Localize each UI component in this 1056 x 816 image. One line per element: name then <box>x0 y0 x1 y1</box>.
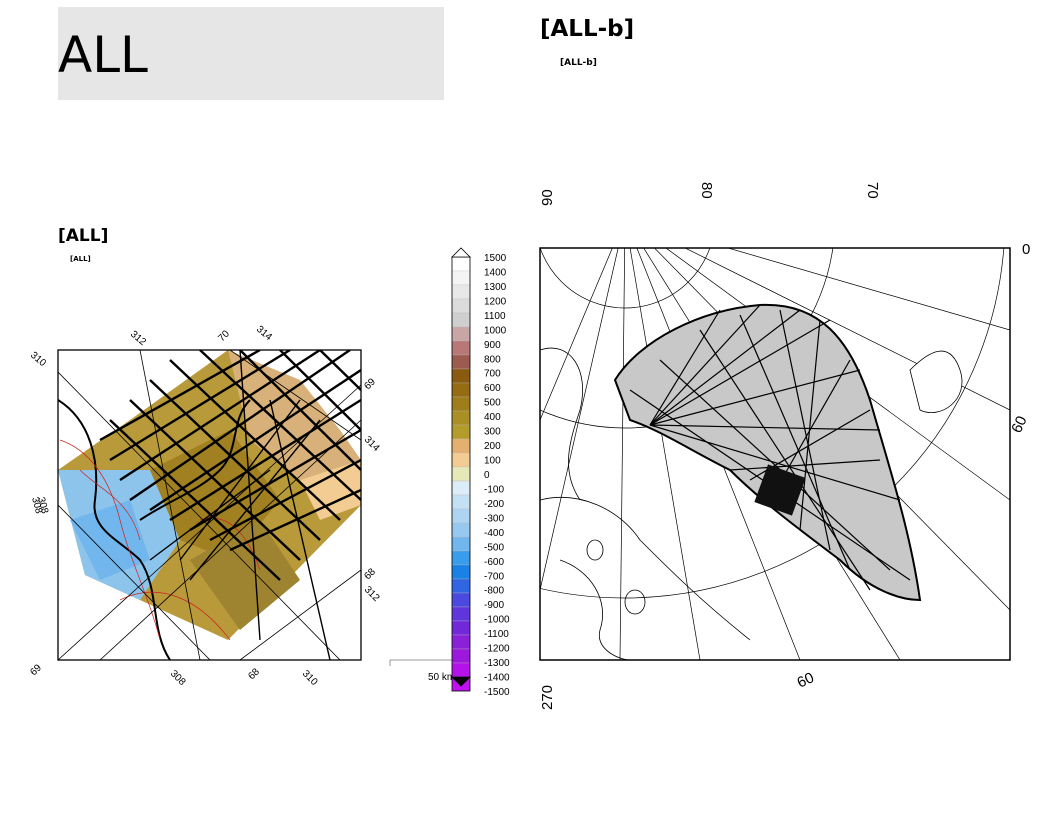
colorbar-tick-label: -1100 <box>484 629 509 640</box>
colorbar-swatch <box>451 382 471 398</box>
colorbar: 1500140013001200110010009008007006005004… <box>451 247 510 695</box>
colorbar-swatch <box>451 620 471 636</box>
colorbar-tick-label: -800 <box>484 586 504 597</box>
lat-label: 68 <box>246 666 262 682</box>
colorbar-tick-label: 100 <box>484 456 501 467</box>
left-map-frame <box>57 349 362 661</box>
graticule-label: 0 <box>1022 241 1030 258</box>
colorbar-swatch <box>451 550 471 566</box>
colorbar-swatch <box>451 452 471 468</box>
colorbar-tick-label: 300 <box>484 427 501 438</box>
colorbar-swatch <box>451 326 471 342</box>
right-panel-subtitle: [ALL-b] <box>560 58 597 68</box>
colorbar-swatch <box>451 522 471 538</box>
right-panel-title: [ALL-b] <box>540 16 635 42</box>
colorbar-swatch <box>451 648 471 664</box>
page-title: ALL <box>58 26 148 84</box>
left-map: 312 314 310 308 308 308 310 312 314 70 6… <box>28 324 460 688</box>
colorbar-swatch <box>451 354 471 370</box>
colorbar-swatch <box>451 256 471 272</box>
colorbar-swatch <box>451 424 471 440</box>
lat-label: 68 <box>362 566 378 582</box>
colorbar-swatch <box>451 536 471 552</box>
colorbar-swatch <box>451 438 471 454</box>
colorbar-tick-label: -300 <box>484 513 504 524</box>
graticule-label: 60 <box>1008 413 1030 435</box>
colorbar-tick-label: -1400 <box>484 673 510 684</box>
colorbar-max-arrow <box>451 247 471 258</box>
colorbar-tick-label: -600 <box>484 557 504 568</box>
colorbar-tick-label: 700 <box>484 369 501 380</box>
left-panel-title: [ALL] <box>58 226 109 246</box>
iceland-coastline <box>909 350 963 413</box>
colorbar-tick-label: -1200 <box>484 644 510 655</box>
colorbar-swatch <box>451 298 471 314</box>
colorbar-swatch <box>451 578 471 594</box>
colorbar-swatch <box>451 270 471 286</box>
colorbar-tick-label: 1300 <box>484 282 507 293</box>
colorbar-tick-label: 1200 <box>484 296 507 307</box>
colorbar-tick-label: 0 <box>484 470 490 481</box>
lon-label: 312 <box>362 584 382 604</box>
colorbar-tick-label: -1300 <box>484 658 510 669</box>
colorbar-swatch <box>451 592 471 608</box>
colorbar-swatch <box>451 368 471 384</box>
lon-label: 314 <box>254 324 274 343</box>
graticule-label: 70 <box>864 182 881 199</box>
colorbar-tick-label: 1400 <box>484 267 507 278</box>
colorbar-tick-label: 400 <box>484 412 501 423</box>
colorbar-swatch <box>451 466 471 482</box>
graticule-label: 90 <box>539 189 556 206</box>
colorbar-swatch <box>451 312 471 328</box>
colorbar-tick-label: -400 <box>484 528 504 539</box>
colorbar-swatch <box>451 284 471 300</box>
colorbar-tick-label: -1000 <box>484 615 510 626</box>
colorbar-swatch <box>451 606 471 622</box>
colorbar-tick-label: 1100 <box>484 311 506 322</box>
lon-label: 308 <box>35 496 50 515</box>
colorbar-tick-label: -700 <box>484 571 504 582</box>
colorbar-tick-label: 800 <box>484 354 501 365</box>
colorbar-tick-label: 1000 <box>484 325 507 336</box>
colorbar-tick-label: -900 <box>484 600 504 611</box>
left-panel-subtitle: [ALL] <box>70 255 91 263</box>
left-map-surface <box>58 350 361 660</box>
colorbar-swatch <box>451 410 471 426</box>
graticule-label: 60 <box>795 669 817 691</box>
colorbar-tick-label: 200 <box>484 441 501 452</box>
colorbar-tick-label: 600 <box>484 383 501 394</box>
colorbar-swatch <box>451 662 471 678</box>
graticule-label: 80 <box>698 182 715 199</box>
lon-label: 312 <box>128 329 148 348</box>
colorbar-tick-label: -100 <box>484 484 504 495</box>
colorbar-swatch <box>451 340 471 356</box>
lon-label: 310 <box>300 668 320 688</box>
colorbar-tick-label: 900 <box>484 340 501 351</box>
colorbar-swatch <box>451 396 471 412</box>
lat-label: 69 <box>28 662 44 678</box>
colorbar-tick-label: -200 <box>484 499 504 510</box>
colorbar-swatch <box>451 564 471 580</box>
colorbar-tick-label: 1500 <box>484 253 507 264</box>
dense-survey-block <box>754 464 806 516</box>
scale-label: 50 km <box>428 672 455 683</box>
lon-label: 308 <box>29 496 44 515</box>
lon-label: 308 <box>168 668 188 688</box>
right-map: 90 80 70 0 60 270 60 <box>539 182 1031 710</box>
colorbar-swatch <box>451 508 471 524</box>
lon-label: 310 <box>28 350 48 369</box>
colorbar-swatch <box>451 494 471 510</box>
colorbar-tick-label: -1500 <box>484 687 510 695</box>
lat-label: 69 <box>362 376 378 392</box>
title-panel <box>58 7 444 100</box>
lon-label: 314 <box>362 434 382 454</box>
colorbar-tick-label: 500 <box>484 398 501 409</box>
colorbar-tick-label: -500 <box>484 542 504 553</box>
lat-label: 70 <box>216 328 232 344</box>
colorbar-swatch <box>451 634 471 650</box>
colorbar-swatch <box>451 480 471 496</box>
graticule-label: 270 <box>539 685 556 710</box>
colorbar-min-arrow <box>451 676 471 687</box>
right-map-frame <box>539 247 1011 661</box>
